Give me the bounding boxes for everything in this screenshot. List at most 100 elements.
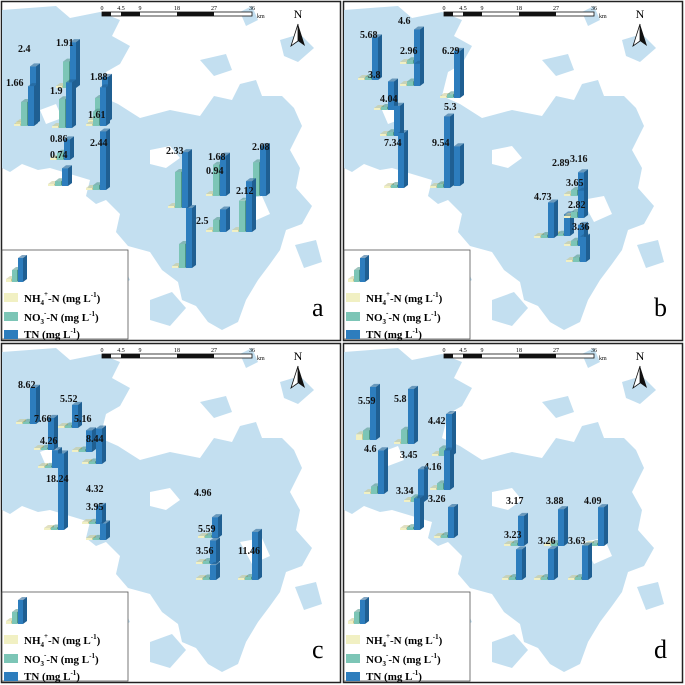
nh4-bar-top [400, 525, 410, 528]
tn-bar-side [78, 401, 82, 428]
tn-bar-top [96, 425, 106, 429]
nh4-bar [34, 448, 40, 450]
tn-bar-top [102, 73, 112, 77]
nh4-bar [52, 126, 58, 128]
tn-bar-top [58, 450, 68, 454]
panel-c: 0 4.5 9 18 27 36 km N NH4+-N (mg L-1) NO… [0, 342, 342, 684]
tn-bar [48, 417, 54, 450]
legend-label-nh4: NH4+-N (mg L-1) [24, 632, 101, 649]
site-bar-group: 3.36 [566, 222, 590, 262]
tn-bar-side [106, 84, 110, 126]
tn-bar-top [220, 206, 230, 210]
north-label: N [294, 7, 303, 21]
site-value-label: 2.12 [236, 186, 254, 197]
tn-bar [454, 50, 460, 98]
site-bar-group: 0.86 [50, 134, 74, 160]
site-value-label: 2.33 [166, 146, 184, 157]
tn-bar-side [394, 78, 398, 110]
north-arrow-icon: N [632, 349, 648, 389]
legend-swatch-nh4 [346, 293, 360, 302]
no3-bar [45, 465, 51, 468]
site-bar-group: 3.34 [396, 486, 424, 530]
tn-bar [444, 116, 450, 188]
tn-bar-side [216, 537, 220, 564]
legend-glyph-nh4 [6, 621, 11, 624]
no3-bar [407, 60, 413, 64]
scale-bar: 0 4.5 9 18 27 36 km [101, 348, 266, 362]
tn-bar-top [518, 512, 528, 516]
nh4-bar-top [16, 419, 26, 422]
site-value-label: 2.08 [252, 142, 270, 153]
nh4-bar-top [440, 93, 450, 96]
tn-bar [414, 63, 420, 86]
site-bar-group: 5.59 [196, 524, 220, 564]
site-value-label: 4.6 [398, 16, 411, 27]
tn-bar-side [420, 60, 424, 86]
legend-label-nh4: NH4+-N (mg L-1) [366, 290, 443, 307]
tn-bar [414, 498, 420, 530]
nh4-bar [44, 528, 50, 530]
legend-glyph-nh4 [348, 279, 353, 282]
site-value-label: 3.17 [506, 496, 524, 507]
tn-bar [212, 517, 218, 538]
panel-a: 0 4.5 9 18 27 36 km N NH4+-N (mg L-1) NO… [0, 0, 342, 342]
site-value-label: 1.88 [90, 72, 108, 83]
scale-tick-36: 36 [249, 6, 255, 12]
nh4-bar [14, 124, 20, 126]
no3-bar [441, 535, 447, 538]
legend-swatch-tn [4, 672, 18, 681]
no3-bar [93, 185, 99, 190]
site-value-label: 2.4 [18, 44, 31, 55]
tn-bar [516, 549, 522, 580]
tn-bar-side [604, 504, 608, 546]
panel-label: a [312, 293, 324, 322]
panel-label: d [654, 635, 667, 664]
nh4-bar-top [86, 535, 96, 538]
no3-bar [551, 543, 557, 546]
tn-bar-top [578, 169, 588, 173]
scale-tick-18: 18 [174, 348, 180, 354]
nh4-bar [394, 442, 400, 444]
nh4-bar-top [434, 533, 444, 536]
tn-bar-side [92, 427, 96, 452]
tn-bar-top [64, 136, 74, 140]
tn-bar-top [28, 83, 38, 87]
nh4-bar [432, 454, 438, 456]
tn-bar-top [398, 129, 408, 133]
tn-bar-side [376, 383, 380, 440]
nh4-bar-top [430, 183, 440, 186]
nh4-bar [86, 124, 92, 126]
tn-bar-side [102, 425, 106, 464]
tn-bar [578, 172, 584, 196]
scale-tick-0: 0 [443, 6, 446, 12]
nh4-bar-top [374, 105, 384, 108]
tn-bar-top [212, 514, 222, 518]
site-bar-group: 5.52 [58, 394, 82, 428]
scale-tick-0: 0 [443, 348, 446, 354]
site-bar-group: 3.63 [568, 536, 592, 580]
site-value-label: 7.66 [34, 414, 52, 425]
tn-bar-top [598, 504, 608, 508]
tn-bar-top [378, 447, 388, 451]
tn-bar [548, 549, 554, 580]
legend-glyph-no3 [354, 270, 359, 282]
tn-bar-top [72, 401, 82, 405]
nh4-bar [564, 216, 570, 218]
tn-bar-side [72, 79, 76, 128]
no3-bar [363, 430, 369, 440]
legend-glyph-tn [360, 258, 365, 282]
tn-bar [398, 132, 404, 188]
tn-bar [96, 428, 102, 464]
nh4-bar-top [196, 575, 206, 578]
scale-unit: km [257, 356, 265, 362]
tn-bar [220, 209, 226, 232]
nh4-bar-top [238, 575, 248, 578]
tn-bar-side [384, 447, 388, 494]
site-value-label: 5.68 [360, 30, 378, 41]
nh4-bar [356, 434, 362, 440]
legend-label-no3: NO3--N (mg L-1) [24, 651, 99, 668]
legend-glyph-nh4 [6, 279, 11, 282]
site-bar-group: 3.8 [368, 70, 398, 110]
nh4-bar [384, 186, 390, 188]
tn-bar-top [210, 562, 220, 566]
